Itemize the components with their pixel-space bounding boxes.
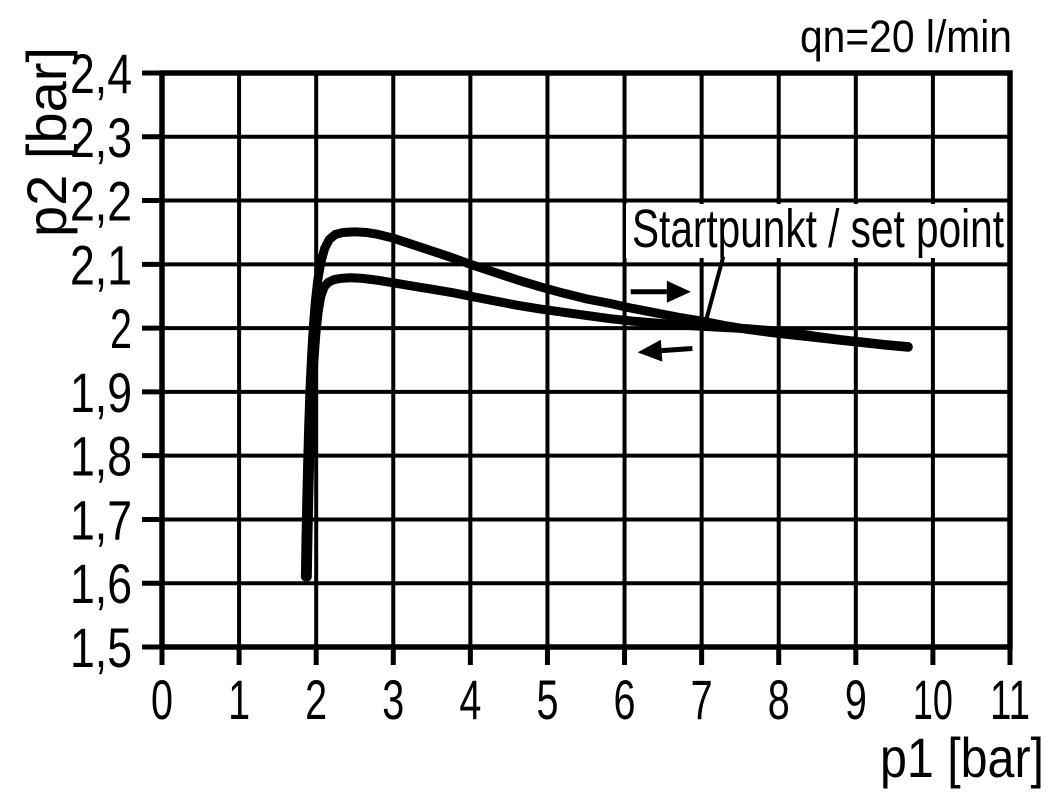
left-arrowhead-icon: [637, 339, 663, 362]
y-axis-label: p2 [bar]: [15, 47, 78, 237]
x-tick-label: 4: [459, 668, 481, 731]
x-tick-label: 9: [845, 668, 867, 731]
x-tick-label: 3: [382, 668, 404, 731]
x-tick-label: 10: [913, 668, 953, 731]
setpoint-annotation-label: Startpunkt / set point: [632, 199, 1004, 259]
curve: [302, 273, 913, 582]
y-tick-label: 2,3: [70, 106, 132, 169]
y-tick-label: 1,8: [70, 425, 132, 488]
x-tick-label: 2: [305, 668, 327, 731]
annotation-label-box: [626, 204, 1007, 258]
left-arrow-shaft: [661, 346, 693, 354]
x-tick-label: 0: [151, 668, 173, 731]
x-tick-label: 8: [768, 668, 790, 731]
y-tick-label: 1,9: [70, 361, 132, 424]
gridlines: [162, 73, 1010, 647]
x-tick-label: 7: [691, 668, 713, 731]
y-tick-label: 2,4: [70, 42, 132, 105]
y-tick-labels: 2,42,32,22,121,91,81,71,61,5: [70, 42, 132, 679]
y-tick-label: 1,7: [70, 488, 132, 551]
chart-title: qn=20 l/min: [800, 11, 1012, 62]
plot-border: [159, 70, 1013, 650]
y-tick-label: 2: [110, 297, 132, 360]
y-tick-label: 2,1: [70, 233, 132, 296]
right-arrowhead-icon: [666, 280, 691, 303]
axis-ticks: [142, 70, 1013, 665]
plot-frame: [159, 70, 1013, 650]
y-tick-label: 1,5: [70, 616, 132, 679]
chart-annotations: [626, 204, 1007, 362]
x-tick-labels: 0 1 2 3 4 5 6 7 8 9 10 11: [151, 668, 1030, 731]
hysteresis-curves: [300, 227, 913, 582]
x-tick-label: 11: [990, 668, 1030, 731]
annotation-leader-line: [704, 256, 726, 321]
x-tick-label: 1: [228, 668, 250, 731]
x-tick-label: 6: [614, 668, 636, 731]
x-axis-label: p1 [bar]: [880, 726, 1044, 789]
y-tick-label: 2,2: [70, 170, 132, 233]
x-tick-label: 5: [536, 668, 558, 731]
y-tick-label: 1,6: [70, 552, 132, 615]
